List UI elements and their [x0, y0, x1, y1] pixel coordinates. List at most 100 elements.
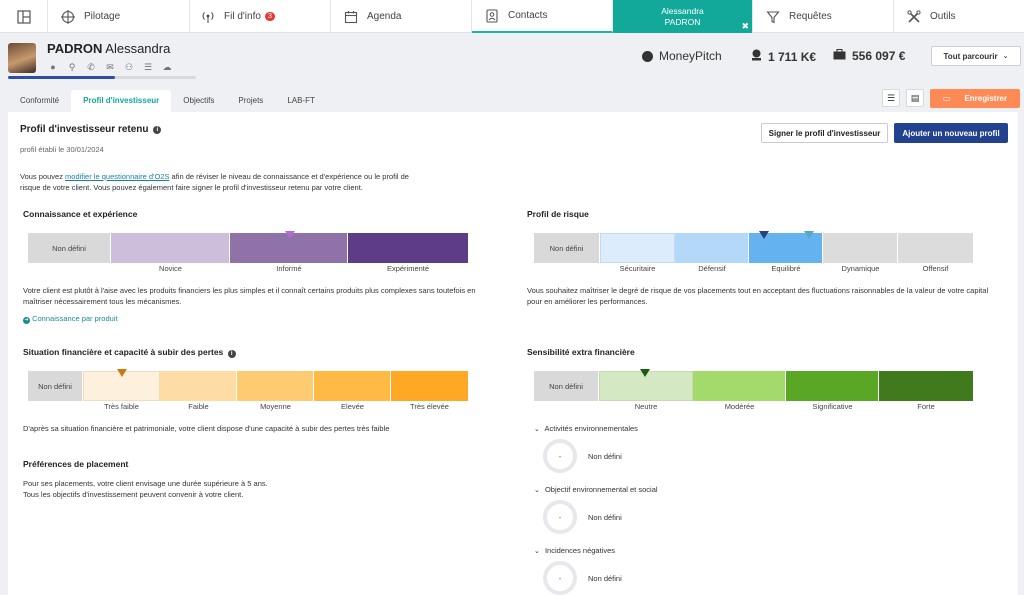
financial-description: D'après sa situation financière et patri… [23, 424, 390, 433]
knowledge-by-product-link[interactable]: ➜ Connaissance par produit [23, 314, 118, 324]
browse-all-dropdown[interactable]: Tout parcourir ⌄ [931, 46, 1021, 66]
nav-dashboard[interactable] [0, 0, 48, 33]
portfolio-value: 556 097 € [852, 49, 906, 63]
tab-projets[interactable]: Projets [238, 96, 264, 105]
financial-label-tres-faible: Très faible [104, 402, 139, 411]
knowledge-labels: Novice Informé Expérimenté [111, 264, 468, 273]
preferences-line1: Pour ses placements, votre client envisa… [23, 479, 268, 488]
knowledge-text-line2: maîtriser nécessairement tous les mécani… [23, 297, 182, 306]
close-icon[interactable]: ✖ [741, 21, 749, 31]
risk-text-line2: pour en améliorer les performances. [527, 297, 648, 306]
client-name: PADRON Alessandra [47, 41, 170, 56]
filter-icon [765, 9, 781, 25]
risk-marker-questionnaire [804, 231, 814, 239]
intro-after: afin de réviser le niveau de connaissanc… [169, 172, 409, 181]
preferences-description: Pour ses placements, votre client envisa… [23, 478, 493, 500]
knowledge-label-experimente: Expérimenté [386, 264, 430, 273]
mail-icon[interactable]: ✉ [106, 62, 114, 72]
preferences-title: Préférences de placement [23, 459, 129, 469]
info-icon[interactable]: i [153, 126, 162, 134]
nav-requetes[interactable]: Requêtes [753, 0, 894, 33]
env-social-toggle[interactable]: ⌄ Objectif environnemental et social [534, 485, 658, 494]
contacts-icon [484, 8, 500, 24]
knowledge-novice [111, 233, 230, 263]
avatar[interactable] [8, 43, 36, 73]
intro-line2: risque de votre client. Vous pouvez égal… [20, 183, 363, 192]
financial-title-text: Situation financière et capacité à subir… [23, 347, 224, 357]
risk-labels: Sécuritaire Défensif Equilibré Dynamique… [600, 264, 973, 273]
negative-impacts-gauge: - [543, 561, 577, 595]
risk-label-defensif: Défensif [698, 264, 726, 273]
chevron-down-icon: ⌄ [1002, 53, 1009, 60]
save-label: Enregistrer [964, 94, 1008, 103]
save-button[interactable]: ▭ Enregistrer [930, 89, 1020, 108]
document-button[interactable]: ▤ [906, 89, 924, 107]
total-assets-stat: 1 711 K€ [751, 49, 816, 64]
nav-contacts[interactable]: Contacts [472, 0, 613, 33]
nav-pilotage[interactable]: Pilotage [48, 0, 190, 33]
risk-label-dynamique: Dynamique [841, 264, 880, 273]
tab-bar: Conformité Profil d'investisseur Objecti… [8, 90, 327, 112]
add-profile-button[interactable]: Ajouter un nouveau profil [894, 123, 1008, 143]
portfolio-stat: 556 097 € [833, 49, 905, 63]
phone-icon[interactable]: ✆ [87, 62, 95, 72]
risk-text-line1: Vous souhaitez maîtriser le degré de ris… [527, 286, 989, 295]
financial-label-moyenne: Moyenne [260, 402, 291, 411]
notification-badge: 3 [264, 12, 275, 21]
nav-outils[interactable]: Outils [894, 0, 1024, 33]
tab-lab-ft[interactable]: LAB-FT [287, 96, 315, 105]
negative-impacts-toggle[interactable]: ⌄ Incidences négatives [534, 546, 615, 555]
chevron-down-icon: ⌄ [534, 426, 540, 433]
arrow-right-circle-icon: ➜ [23, 317, 30, 324]
tab-conformite[interactable]: Conformité [20, 96, 60, 105]
env-activities-gauge: - [543, 439, 577, 473]
knowledge-label-novice: Novice [159, 264, 182, 273]
client-header: PADRON Alessandra ● ⚲ ✆ ✉ ⚇ ☰ ☁ MoneyPit… [0, 33, 1024, 85]
calendar-icon [343, 9, 359, 25]
extra-title: Sensibilité extra financière [527, 347, 635, 357]
list-icon[interactable]: ☰ [143, 62, 153, 72]
financial-marker [117, 369, 127, 377]
nav-client-tab[interactable]: Alessandra PADRON ✖ [613, 0, 753, 33]
page-title: Profil d'investisseur retenu i [20, 124, 162, 135]
broadcast-icon [200, 9, 216, 25]
knowledge-text-line1: Votre client est plutôt à l'aise avec le… [23, 286, 476, 295]
cloud-icon[interactable]: ☁ [162, 62, 172, 72]
location-icon[interactable]: ⚲ [68, 62, 76, 72]
env-activities-toggle[interactable]: ⌄ Activités environnementales [534, 424, 638, 433]
person-icon[interactable]: ● [50, 62, 56, 72]
moneypitch-link[interactable]: MoneyPitch [642, 49, 722, 63]
risk-defensif [675, 233, 749, 263]
knowledge-title: Connaissance et expérience [23, 209, 138, 219]
nav-agenda[interactable]: Agenda [331, 0, 472, 33]
extra-label-neutre: Neutre [634, 402, 658, 411]
total-assets-value: 1 711 K€ [768, 49, 817, 64]
crosshair-icon [60, 9, 76, 25]
extra-marker [640, 369, 650, 377]
extra-label-forte: Forte [917, 402, 935, 411]
profile-date: profil établi le 30/01/2024 [20, 145, 104, 154]
sign-profile-button[interactable]: Signer le profil d'investisseur [761, 123, 888, 143]
knowledge-experimente [348, 233, 468, 263]
risk-title: Profil de risque [527, 209, 589, 219]
modify-questionnaire-link[interactable]: modifier le questionnaire d'O2S [65, 172, 170, 181]
env-social-label: Objectif environnemental et social [544, 485, 658, 494]
nav-client-last-name: PADRON [664, 16, 701, 27]
tab-profil-investisseur[interactable]: Profil d'investisseur [71, 90, 172, 112]
tab-objectifs[interactable]: Objectifs [183, 96, 215, 105]
nav-fil-info[interactable]: Fil d'info 3 [190, 0, 331, 33]
progress-fill [8, 76, 116, 79]
risk-label-securitaire: Sécuritaire [619, 264, 656, 273]
extra-moderee [693, 371, 786, 401]
extra-scale: Non défini [534, 371, 973, 401]
financial-tres-elevee [391, 371, 468, 401]
financial-scale: Non défini [28, 371, 468, 401]
family-icon[interactable]: ⚇ [124, 62, 134, 72]
financial-label-tres-elevee: Très élevée [410, 402, 449, 411]
list-view-button[interactable]: ☰ [882, 89, 900, 107]
env-social-gauge: - [543, 500, 577, 534]
info-icon[interactable]: i [227, 350, 236, 358]
knowledge-marker [285, 231, 295, 238]
risk-securitaire [600, 233, 675, 263]
nav-requetes-label: Requêtes [789, 11, 832, 22]
